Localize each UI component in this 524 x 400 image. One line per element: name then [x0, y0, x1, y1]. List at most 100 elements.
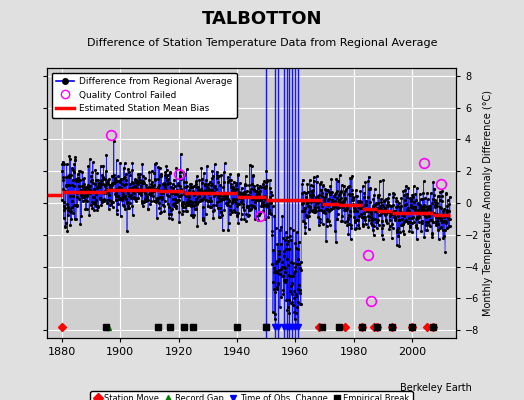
Point — [92, 202, 101, 209]
Point — [77, 213, 85, 219]
Point — [312, 200, 321, 207]
Point — [379, 198, 388, 204]
Point — [154, 186, 162, 192]
Point — [113, 210, 121, 217]
Point — [399, 188, 407, 195]
Point — [99, 181, 107, 188]
Point — [389, 190, 397, 196]
Point — [368, 204, 377, 210]
Point — [246, 192, 255, 199]
Point — [80, 181, 88, 187]
Point — [92, 191, 100, 197]
Point — [249, 186, 258, 193]
Point — [73, 190, 81, 197]
Point — [81, 192, 89, 198]
Point — [117, 188, 126, 195]
Point — [418, 219, 426, 226]
Point — [334, 192, 343, 198]
Point — [346, 175, 354, 182]
Point — [202, 177, 210, 184]
Point — [430, 192, 438, 198]
Point — [396, 229, 404, 235]
Point — [62, 161, 71, 167]
Point — [196, 198, 204, 204]
Point — [81, 184, 90, 190]
Point — [383, 202, 391, 208]
Point — [58, 158, 67, 165]
Point — [429, 196, 437, 202]
Point — [247, 186, 255, 192]
Point — [415, 207, 423, 214]
Point — [127, 192, 135, 198]
Point — [239, 207, 248, 213]
Point — [240, 189, 248, 196]
Point — [178, 210, 186, 217]
Point — [204, 202, 212, 209]
Point — [357, 204, 365, 210]
Point — [361, 178, 369, 185]
Point — [248, 180, 256, 187]
Point — [436, 215, 445, 221]
Point — [198, 196, 206, 203]
Point — [350, 205, 358, 212]
Point — [313, 178, 321, 185]
Point — [117, 176, 125, 182]
Point — [238, 196, 246, 203]
Point — [209, 173, 217, 180]
Point — [445, 201, 453, 207]
Point — [192, 198, 200, 205]
Point — [278, 272, 286, 279]
Point — [100, 190, 108, 196]
Point — [424, 213, 433, 220]
Point — [244, 206, 253, 213]
Point — [390, 208, 398, 214]
Point — [333, 216, 341, 222]
Point — [325, 208, 334, 214]
Point — [100, 198, 108, 204]
Point — [269, 309, 277, 315]
Point — [234, 172, 243, 178]
Point — [405, 228, 413, 234]
Point — [419, 208, 428, 214]
Point — [75, 183, 83, 190]
Point — [380, 212, 389, 218]
Point — [345, 213, 354, 219]
Point — [105, 206, 113, 212]
Point — [81, 206, 90, 212]
Point — [89, 159, 97, 166]
Y-axis label: Monthly Temperature Anomaly Difference (°C): Monthly Temperature Anomaly Difference (… — [484, 90, 494, 316]
Point — [134, 180, 143, 187]
Point — [259, 202, 268, 208]
Point — [303, 214, 311, 221]
Point — [226, 207, 234, 214]
Point — [155, 195, 163, 202]
Point — [141, 175, 149, 182]
Point — [249, 202, 258, 209]
Point — [191, 202, 200, 208]
Point — [227, 208, 236, 214]
Point — [119, 193, 127, 199]
Point — [229, 184, 237, 190]
Point — [146, 190, 154, 196]
Point — [316, 198, 324, 204]
Point — [304, 203, 313, 209]
Point — [299, 208, 308, 214]
Point — [224, 174, 232, 180]
Point — [89, 194, 97, 200]
Point — [363, 206, 372, 212]
Point — [112, 157, 121, 164]
Point — [158, 180, 167, 187]
Point — [404, 185, 412, 191]
Point — [296, 300, 304, 307]
Point — [399, 228, 408, 234]
Point — [177, 186, 185, 192]
Point — [167, 211, 175, 217]
Point — [133, 178, 141, 184]
Point — [212, 202, 221, 209]
Point — [322, 191, 330, 198]
Point — [239, 201, 247, 207]
Point — [275, 256, 283, 262]
Point — [388, 225, 397, 231]
Point — [385, 226, 394, 232]
Point — [285, 246, 293, 252]
